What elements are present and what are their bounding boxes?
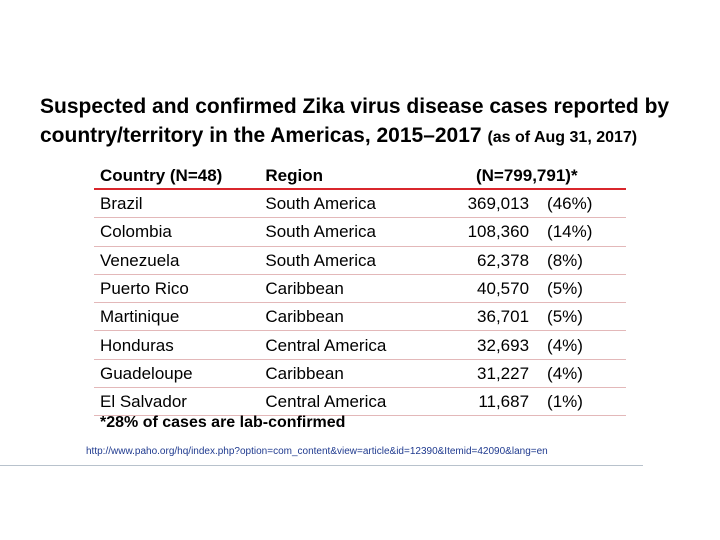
table-row: Colombia South America 108,360 (14%) — [94, 217, 626, 247]
cell-region: South America — [259, 189, 430, 219]
cell-region: Caribbean — [259, 359, 430, 389]
cases-table: Country (N=48) Region (N=799,791)* Brazi… — [94, 164, 626, 417]
cell-country: El Salvador — [94, 387, 260, 417]
cell-count: 40,570 — [429, 274, 538, 304]
cell-count: 369,013 — [429, 189, 538, 219]
cell-country: Honduras — [94, 330, 260, 360]
title-main: Suspected and confirmed Zika virus disea… — [40, 95, 670, 147]
cell-count: 31,227 — [429, 359, 538, 389]
header-region: Region — [259, 164, 430, 190]
source-link[interactable]: http://www.paho.org/hq/index.php?option=… — [86, 446, 548, 457]
table-row: Brazil South America 369,013 (46%) — [94, 189, 626, 219]
cell-percent: (14%) — [537, 217, 626, 247]
divider — [0, 465, 643, 466]
cell-region: South America — [259, 217, 430, 247]
table-row: Venezuela South America 62,378 (8%) — [94, 246, 626, 275]
header-count: (N=799,791)* — [429, 164, 626, 190]
table-row: El Salvador Central America 11,687 (1%) — [94, 387, 626, 417]
cell-count: 108,360 — [429, 217, 538, 247]
cell-country: Brazil — [94, 189, 260, 219]
cell-percent: (8%) — [537, 246, 626, 275]
cell-count: 32,693 — [429, 330, 538, 360]
cell-country: Puerto Rico — [94, 274, 260, 304]
table-header-row: Country (N=48) Region (N=799,791)* — [94, 164, 626, 190]
cell-country: Colombia — [94, 217, 260, 247]
table-row: Guadeloupe Caribbean 31,227 (4%) — [94, 359, 626, 389]
cell-region: Caribbean — [259, 302, 430, 332]
cell-percent: (1%) — [537, 387, 626, 417]
cell-region: Caribbean — [259, 274, 430, 304]
cell-percent: (4%) — [537, 330, 626, 360]
cell-percent: (5%) — [537, 274, 626, 304]
footnote: *28% of cases are lab-confirmed — [100, 414, 346, 431]
header-country: Country (N=48) — [94, 164, 260, 190]
table-row: Martinique Caribbean 36,701 (5%) — [94, 302, 626, 332]
cell-country: Venezuela — [94, 246, 260, 275]
cell-percent: (5%) — [537, 302, 626, 332]
cell-region: South America — [259, 246, 430, 275]
cell-count: 36,701 — [429, 302, 538, 332]
cell-country: Martinique — [94, 302, 260, 332]
slide-title: Suspected and confirmed Zika virus disea… — [40, 92, 700, 152]
title-date: (as of Aug 31, 2017) — [487, 129, 638, 146]
cell-count: 11,687 — [429, 387, 538, 417]
cell-percent: (46%) — [537, 189, 626, 219]
cell-region: Central America — [259, 330, 430, 360]
cell-percent: (4%) — [537, 359, 626, 389]
table-row: Honduras Central America 32,693 (4%) — [94, 330, 626, 360]
table-row: Puerto Rico Caribbean 40,570 (5%) — [94, 274, 626, 304]
cell-count: 62,378 — [429, 246, 538, 275]
cell-country: Guadeloupe — [94, 359, 260, 389]
cell-region: Central America — [259, 387, 430, 417]
